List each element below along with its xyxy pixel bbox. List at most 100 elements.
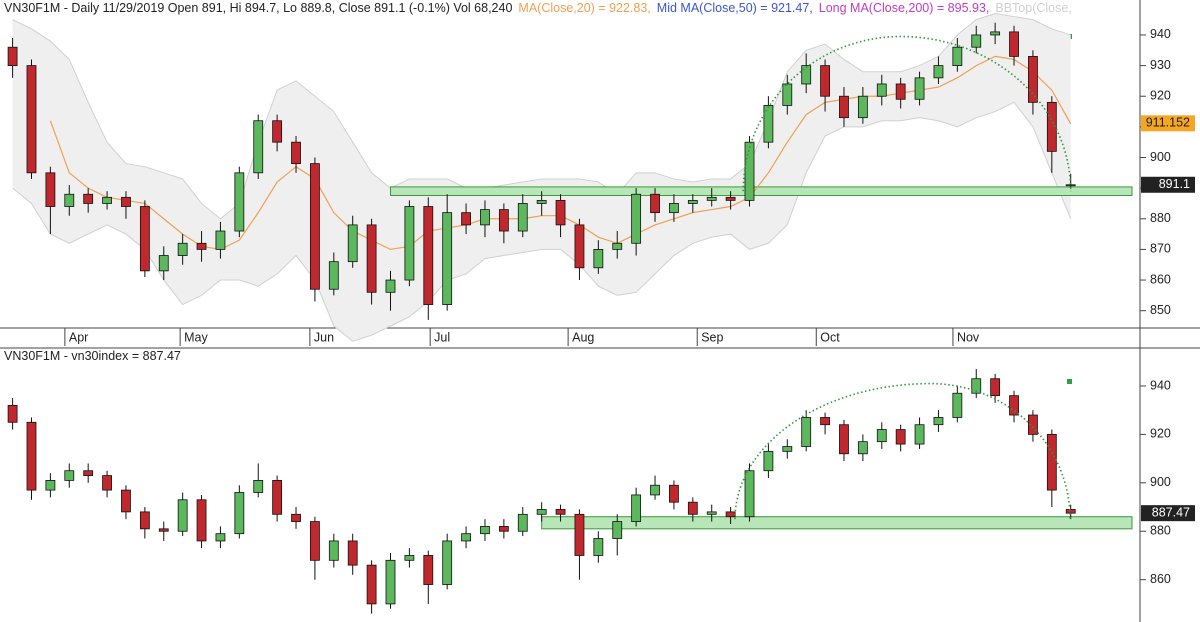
- candle-body: [763, 450, 774, 472]
- candle-body: [782, 446, 793, 452]
- candle-body: [933, 417, 944, 426]
- candle-body: [744, 470, 755, 518]
- candle-body: [272, 480, 283, 515]
- candle-body: [461, 533, 471, 542]
- price-tag-label: 891.1: [1159, 177, 1190, 191]
- x-tick-label: Aug: [572, 330, 594, 344]
- candle-body: [480, 526, 490, 535]
- candle-body: [990, 31, 1001, 36]
- y-tick-label: 940: [1150, 378, 1171, 392]
- x-tick-label: Oct: [820, 330, 840, 344]
- candle-body: [857, 441, 868, 455]
- candle-body: [1046, 433, 1057, 491]
- y-tick-label: 880: [1150, 211, 1171, 225]
- candle-body: [1065, 184, 1076, 187]
- candle-body: [895, 429, 906, 445]
- candle-body: [498, 526, 509, 532]
- panel: [7, 369, 1133, 614]
- candle-body: [121, 489, 131, 513]
- candle-body: [234, 172, 245, 232]
- candle-body: [820, 65, 830, 97]
- candle-body: [801, 417, 812, 447]
- x-tick-label: May: [184, 330, 208, 344]
- bollinger-band: [12, 13, 1071, 342]
- candle-body: [442, 540, 453, 585]
- candle-body: [801, 65, 812, 85]
- candle-body: [404, 206, 415, 281]
- candle-body: [706, 196, 717, 201]
- support-zone: [541, 516, 1133, 530]
- candle-body: [593, 249, 604, 269]
- candle-body: [328, 540, 339, 561]
- candle-body: [971, 34, 982, 48]
- candle-body: [196, 499, 207, 542]
- candle-body: [385, 279, 396, 293]
- candle-body: [593, 538, 604, 556]
- candle-body: [744, 141, 755, 201]
- candle-body: [612, 521, 623, 539]
- candle-body: [876, 429, 887, 443]
- candle-body: [310, 163, 320, 290]
- candle-body: [215, 533, 226, 542]
- candle-body: [971, 378, 982, 394]
- candle-body: [820, 417, 830, 426]
- legend-entry: MA(Close,20) = 922.83,: [518, 1, 650, 15]
- y-tick-label: 860: [1150, 572, 1171, 586]
- candle-body: [612, 242, 623, 250]
- candle-body: [536, 199, 547, 204]
- support-zone: [389, 186, 1133, 196]
- candle-body: [669, 203, 679, 214]
- candle-body: [952, 392, 963, 418]
- x-tick-label: Jun: [314, 330, 334, 344]
- header-text: VN30F1M - Daily 11/29/2019 Open 891, Hi …: [4, 1, 1072, 15]
- candle-body: [574, 513, 585, 556]
- candle-body: [83, 193, 94, 204]
- y-tick-label: 880: [1150, 524, 1171, 538]
- arc-pattern: [742, 35, 1072, 192]
- candle-body: [366, 224, 377, 293]
- candle-body: [121, 196, 131, 207]
- y-tick-label: 920: [1150, 89, 1171, 103]
- candle-body: [366, 564, 377, 605]
- candle-body: [442, 212, 453, 305]
- candle-body: [83, 470, 94, 476]
- y-tick-label: 940: [1150, 27, 1171, 41]
- candle-body: [480, 209, 490, 226]
- y-tick-label: 870: [1150, 242, 1171, 256]
- candle-body: [1046, 101, 1057, 152]
- x-tick-label: Apr: [69, 330, 88, 344]
- candle-body: [45, 480, 56, 491]
- candle-body: [517, 203, 528, 232]
- chart-title: VN30F1M - Daily 11/29/2019 Open 891, Hi …: [4, 1, 512, 15]
- candle-body: [536, 509, 547, 515]
- candle-body: [196, 242, 207, 250]
- candle-body: [650, 484, 660, 496]
- candle-body: [423, 555, 434, 585]
- candle-body: [857, 95, 868, 119]
- candle-body: [102, 475, 112, 491]
- candle-body: [555, 509, 566, 515]
- candle-body: [952, 46, 963, 66]
- candle-body: [64, 470, 75, 481]
- candle-body: [7, 404, 18, 423]
- candle-body: [725, 511, 736, 518]
- candle-body: [1009, 395, 1019, 416]
- candle-body: [234, 492, 245, 535]
- band-line: [12, 101, 1072, 342]
- y-tick-label: 900: [1150, 150, 1171, 164]
- candle-body: [631, 494, 642, 522]
- candle-body: [1028, 55, 1038, 103]
- candle-body: [215, 230, 226, 250]
- price-tag-label: 911.152: [1146, 116, 1190, 130]
- candle-body: [650, 193, 660, 214]
- y-tick-label: 920: [1150, 427, 1171, 441]
- header: VN30F1M - Daily 11/29/2019 Open 891, Hi …: [4, 1, 1072, 15]
- candle-body: [177, 242, 188, 256]
- candle-body: [914, 424, 925, 445]
- candle-body: [498, 209, 509, 232]
- band-line: [12, 12, 1071, 220]
- legend-entry: Long MA(Close,200) = 895.93,: [819, 1, 990, 15]
- x-tick-label: Nov: [957, 330, 980, 344]
- candle-body: [1009, 31, 1019, 57]
